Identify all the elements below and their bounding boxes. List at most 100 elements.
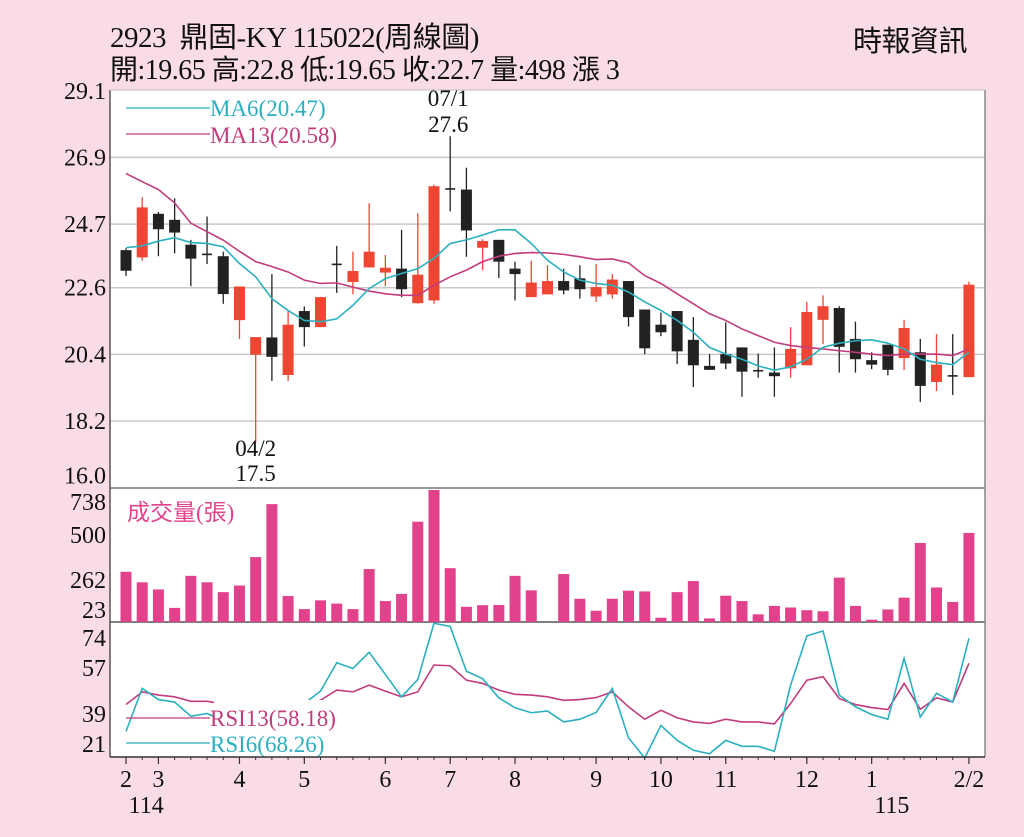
volume-bar <box>217 592 229 622</box>
volume-bar <box>120 571 132 622</box>
candle-up <box>412 274 424 304</box>
volume-bar <box>558 574 570 622</box>
candle-down <box>558 281 570 291</box>
volume-bar <box>136 582 148 622</box>
volume-tick-label: 23 <box>82 598 106 624</box>
candle-down <box>509 268 521 275</box>
annotation-value: 27.6 <box>428 112 468 137</box>
volume-bar <box>509 575 521 622</box>
volume-bar <box>752 614 764 622</box>
candle-down <box>266 337 278 357</box>
rsi-tick-label: 57 <box>82 656 106 682</box>
year-label: 114 <box>129 793 164 819</box>
year-label: 115 <box>874 793 909 819</box>
candle-up <box>817 306 829 320</box>
candle-down <box>768 372 780 377</box>
volume-bar <box>525 590 537 622</box>
rsi13-legend-label: RSI13(58.18) <box>210 706 336 731</box>
candle-up <box>347 271 359 282</box>
volume-bar <box>849 605 861 622</box>
volume-bar <box>898 597 910 622</box>
volume-bar <box>963 532 975 622</box>
volume-bar <box>817 611 829 622</box>
price-tick-label: 22.6 <box>64 276 106 302</box>
volume-bar <box>882 609 894 622</box>
candle-up <box>963 284 975 378</box>
candle-down <box>169 219 181 233</box>
volume-bar <box>720 595 732 622</box>
x-tick-label: 12 <box>795 767 819 793</box>
candle-up <box>931 364 942 382</box>
candle-down <box>671 311 683 352</box>
volume-bar <box>428 490 440 622</box>
ohlc-summary: 開:19.65 高:22.8 低:19.65 收:22.7 量:498 漲 3 <box>110 55 620 86</box>
candle-up <box>785 348 797 369</box>
candle-down <box>704 365 716 370</box>
price-tick-label: 29.1 <box>64 79 106 105</box>
candle-down <box>833 308 845 347</box>
volume-bar <box>233 585 245 622</box>
rsi6-legend-label: RSI6(68.26) <box>210 732 324 757</box>
x-tick-label: 8 <box>509 767 521 793</box>
volume-bar <box>347 609 359 622</box>
volume-bar <box>152 589 164 622</box>
volume-bar <box>590 610 602 622</box>
volume-bar <box>914 542 926 622</box>
candle-up <box>477 241 489 248</box>
rsi-tick-label: 74 <box>82 626 106 652</box>
candle-down <box>298 311 310 328</box>
candle-down <box>687 339 699 366</box>
rsi-tick-label: 39 <box>82 702 106 728</box>
volume-bar <box>298 609 310 622</box>
volume-bar <box>785 607 797 622</box>
price-tick-label: 20.4 <box>64 342 106 368</box>
x-tick-label: 3 <box>152 767 164 793</box>
volume-bar <box>736 601 748 622</box>
x-tick-label: 1 <box>866 767 878 793</box>
x-tick-label: 11 <box>714 767 737 793</box>
candle-down <box>574 278 586 290</box>
candle-up <box>363 251 375 268</box>
ma6-line <box>125 229 970 371</box>
volume-bar <box>477 605 489 622</box>
data-source: 時報資訊 <box>853 26 968 58</box>
candle-up <box>606 279 618 295</box>
volume-bar <box>606 598 618 622</box>
candle-up <box>801 311 813 366</box>
annotation-value: 17.5 <box>236 461 276 486</box>
volume-bar <box>460 606 472 622</box>
ma13-legend-label: MA13(20.58) <box>210 123 337 148</box>
candle-up <box>250 337 262 355</box>
x-tick-label: 2 <box>120 767 132 793</box>
volume-tick-label: 262 <box>70 568 106 594</box>
volume-bar <box>768 605 780 622</box>
candle-down <box>914 352 926 386</box>
x-tick-label: 2/2 <box>954 767 985 793</box>
volume-bar <box>331 603 343 622</box>
volume-bar <box>412 521 424 622</box>
candle-up <box>898 328 910 359</box>
candle-down <box>655 324 667 333</box>
x-tick-label: 10 <box>649 767 673 793</box>
x-tick-label: 9 <box>590 767 602 793</box>
candle-up <box>233 286 245 321</box>
volume-bar <box>396 593 408 622</box>
volume-bar <box>639 591 651 622</box>
volume-tick-label: 500 <box>70 523 106 549</box>
volume-bar <box>866 619 878 622</box>
candle-up <box>136 207 148 258</box>
candle-down <box>866 360 878 365</box>
candle-down <box>217 256 229 295</box>
candle-down <box>120 250 132 271</box>
volume-bar <box>363 569 375 622</box>
x-tick-label: 6 <box>379 767 391 793</box>
candle-down <box>623 281 635 318</box>
price-tick-label: 18.2 <box>64 409 106 435</box>
annotation-date: 04/2 <box>235 436 276 461</box>
candle-up <box>590 287 602 297</box>
candle-up <box>315 297 327 328</box>
volume-bar <box>185 575 197 622</box>
volume-panel-label: 成交量(張) <box>127 500 234 525</box>
candle-up <box>282 324 294 375</box>
